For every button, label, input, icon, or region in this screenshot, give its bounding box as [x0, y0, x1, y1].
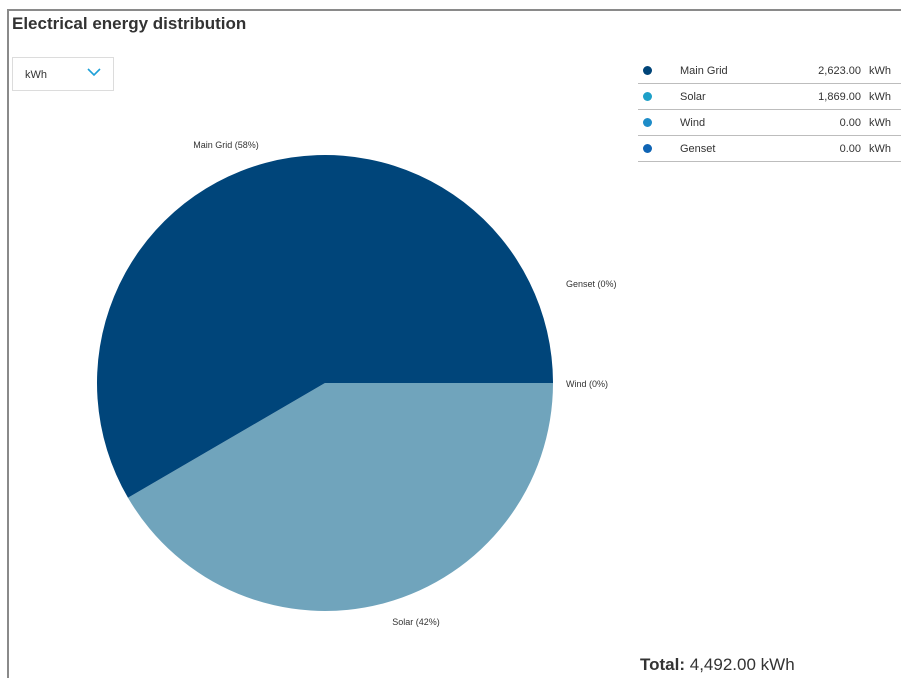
legend-name: Main Grid [680, 65, 728, 77]
legend-unit: kWh [869, 65, 891, 77]
slice-label-solar: Solar (42%) [392, 617, 440, 627]
slice-label-wind: Wind (0%) [566, 379, 608, 389]
unit-dropdown[interactable]: kWh [12, 57, 114, 91]
legend-name: Genset [680, 143, 716, 155]
slice-label-genset: Genset (0%) [566, 279, 617, 289]
legend-item-solar: Solar 1,869.00 kWh [638, 84, 901, 110]
legend-value: 0.00 [839, 117, 861, 129]
legend-dot-solar [643, 92, 652, 101]
legend: Main Grid 2,623.00 kWh Solar 1,869.00 kW… [638, 58, 901, 162]
legend-value: 1,869.00 [818, 91, 861, 103]
total-label: Total: [640, 655, 686, 674]
legend-name: Wind [680, 117, 706, 129]
total-unit: kWh [760, 655, 795, 674]
legend-item-genset: Genset 0.00 kWh [638, 136, 901, 162]
chevron-down-icon [87, 67, 101, 80]
slice-label-main-grid: Main Grid (58%) [193, 140, 259, 150]
legend-item-main-grid: Main Grid 2,623.00 kWh [638, 58, 901, 84]
legend-dot-wind [643, 118, 652, 127]
legend-dot-genset [643, 144, 652, 153]
legend-unit: kWh [869, 143, 891, 155]
legend-name: Solar [680, 91, 706, 103]
pie-slice-main-grid[interactable] [97, 154, 553, 498]
legend-value: 2,623.00 [818, 65, 861, 77]
legend-unit: kWh [869, 117, 891, 129]
legend-dot-main-grid [643, 66, 652, 75]
page-title: Electrical energy distribution [12, 14, 247, 33]
pie-slice-solar[interactable] [127, 383, 553, 612]
legend-value: 0.00 [839, 143, 861, 155]
legend-unit: kWh [869, 91, 891, 103]
total-summary: Total: 4,492.00 kWh [640, 655, 795, 675]
total-value: 4,492.00 [689, 655, 756, 674]
legend-item-wind: Wind 0.00 kWh [638, 110, 901, 136]
unit-dropdown-value: kWh [25, 69, 47, 81]
